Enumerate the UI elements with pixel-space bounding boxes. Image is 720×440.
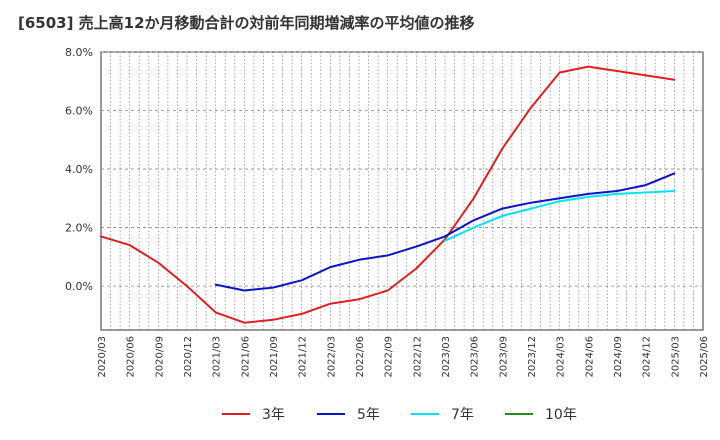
chart-title: [6503] 売上高12か月移動合計の対前年同期増減率の平均値の推移 xyxy=(18,14,475,32)
series-line-5年 xyxy=(214,172,676,292)
x-tick-label: 2024/06 xyxy=(584,336,595,378)
x-tick-label: 2022/06 xyxy=(355,336,366,378)
legend-label: 7年 xyxy=(451,407,474,423)
x-tick-label: 2020/06 xyxy=(126,336,137,378)
legend-label: 10年 xyxy=(545,407,577,423)
x-tick-label: 2022/12 xyxy=(412,336,423,378)
legend-label: 5年 xyxy=(357,407,380,423)
x-tick-label: 2022/09 xyxy=(384,336,395,378)
x-tick-label: 2023/12 xyxy=(527,336,538,378)
x-tick-label: 2021/12 xyxy=(298,336,309,378)
x-tick-label: 2023/06 xyxy=(470,336,481,378)
y-tick-label: 0.0% xyxy=(65,280,93,293)
x-tick-label: 2021/09 xyxy=(269,336,280,378)
x-tick-label: 2024/12 xyxy=(642,336,653,378)
x-tick-label: 2025/06 xyxy=(699,336,710,378)
y-tick-label: 2.0% xyxy=(65,222,93,235)
x-tick-label: 2021/03 xyxy=(212,336,223,378)
x-tick-label: 2020/03 xyxy=(97,336,108,378)
x-tick-label: 2020/09 xyxy=(154,336,165,378)
x-tick-label: 2020/12 xyxy=(183,336,194,378)
x-tick-label: 2024/09 xyxy=(613,336,624,378)
x-tick-label: 2021/06 xyxy=(240,336,251,378)
x-tick-label: 2023/03 xyxy=(441,336,452,378)
legend-label: 3年 xyxy=(262,407,285,423)
y-tick-label: 6.0% xyxy=(65,105,93,118)
y-tick-label: 4.0% xyxy=(65,163,93,176)
y-tick-label: 8.0% xyxy=(65,46,93,59)
x-tick-label: 2024/03 xyxy=(556,336,567,378)
x-tick-label: 2023/09 xyxy=(498,336,509,378)
series-line-3年 xyxy=(100,65,676,324)
series-line-7年 xyxy=(444,190,676,242)
x-tick-label: 2025/03 xyxy=(670,336,681,378)
plot-area xyxy=(100,51,704,331)
x-tick-label: 2022/03 xyxy=(326,336,337,378)
